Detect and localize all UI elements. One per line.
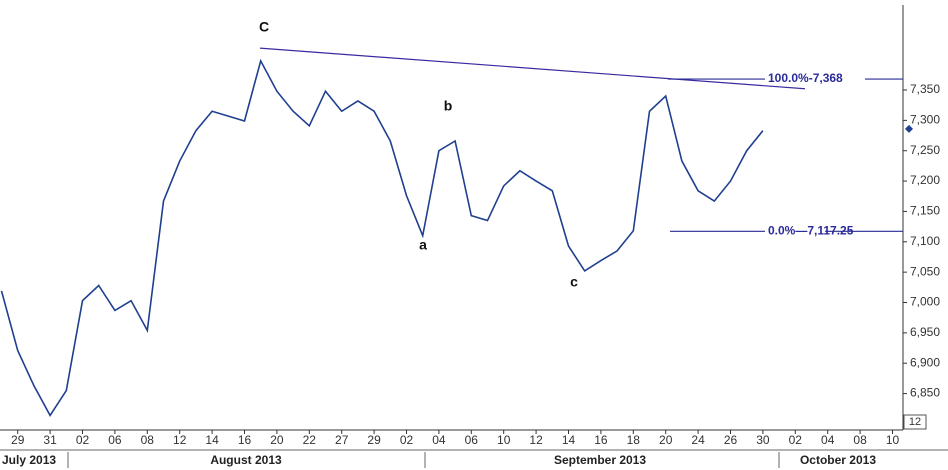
y-tick-label: 7,000 — [910, 295, 940, 309]
x-tick-label: 14 — [562, 433, 576, 447]
x-tick-label: 12 — [529, 433, 543, 447]
month-label: October 2013 — [800, 453, 876, 467]
y-tick-label: 6,850 — [910, 386, 940, 400]
month-label: July 2013 — [2, 453, 56, 467]
x-tick-label: 18 — [627, 433, 641, 447]
x-tick-label: 20 — [270, 433, 284, 447]
x-tick-label: 02 — [789, 433, 803, 447]
month-label: September 2013 — [554, 453, 646, 467]
wave-label: b — [444, 98, 453, 114]
badge: 12 — [909, 416, 921, 428]
x-tick-label: 02 — [76, 433, 90, 447]
x-tick-label: 10 — [497, 433, 511, 447]
x-tick-label: 08 — [853, 433, 867, 447]
fib-label: 100.0%-7,368 — [768, 71, 843, 85]
wave-label: C — [259, 19, 269, 35]
x-tick-label: 06 — [465, 433, 479, 447]
x-tick-label: 02 — [400, 433, 414, 447]
x-tick-label: 30 — [756, 433, 770, 447]
x-tick-label: 31 — [43, 433, 57, 447]
x-tick-label: 24 — [691, 433, 705, 447]
price-line — [0, 58, 764, 417]
x-tick-label: 16 — [238, 433, 252, 447]
x-tick-label: 29 — [11, 433, 25, 447]
fib-label: 0.0%—7,117.25 — [768, 223, 854, 237]
y-tick-label: 7,250 — [910, 143, 940, 157]
x-tick-label: 26 — [724, 433, 738, 447]
last-price-marker — [905, 124, 913, 133]
y-tick-label: 7,200 — [910, 173, 940, 187]
trendline — [259, 47, 806, 90]
y-tick-label: 7,150 — [910, 204, 940, 218]
y-tick-label: 7,100 — [910, 234, 940, 248]
x-tick-label: 12 — [173, 433, 187, 447]
wave-label: a — [419, 237, 427, 253]
x-tick-label: 06 — [108, 433, 122, 447]
x-tick-label: 29 — [367, 433, 381, 447]
x-tick-label: 04 — [432, 433, 446, 447]
y-tick-label: 7,050 — [910, 264, 940, 278]
x-tick-label: 27 — [335, 433, 349, 447]
y-tick-label: 7,350 — [910, 82, 940, 96]
y-tick-label: 6,950 — [910, 325, 940, 339]
x-tick-label: 20 — [659, 433, 673, 447]
month-label: August 2013 — [210, 453, 282, 467]
x-tick-label: 08 — [141, 433, 155, 447]
x-tick-label: 16 — [594, 433, 608, 447]
x-tick-label: 10 — [886, 433, 900, 447]
y-tick-label: 6,900 — [910, 355, 940, 369]
x-tick-label: 04 — [821, 433, 835, 447]
y-tick-label: 7,300 — [910, 113, 940, 127]
x-tick-label: 14 — [205, 433, 219, 447]
wave-label: c — [570, 274, 578, 290]
badge-box — [903, 414, 927, 430]
x-tick-label: 22 — [303, 433, 317, 447]
